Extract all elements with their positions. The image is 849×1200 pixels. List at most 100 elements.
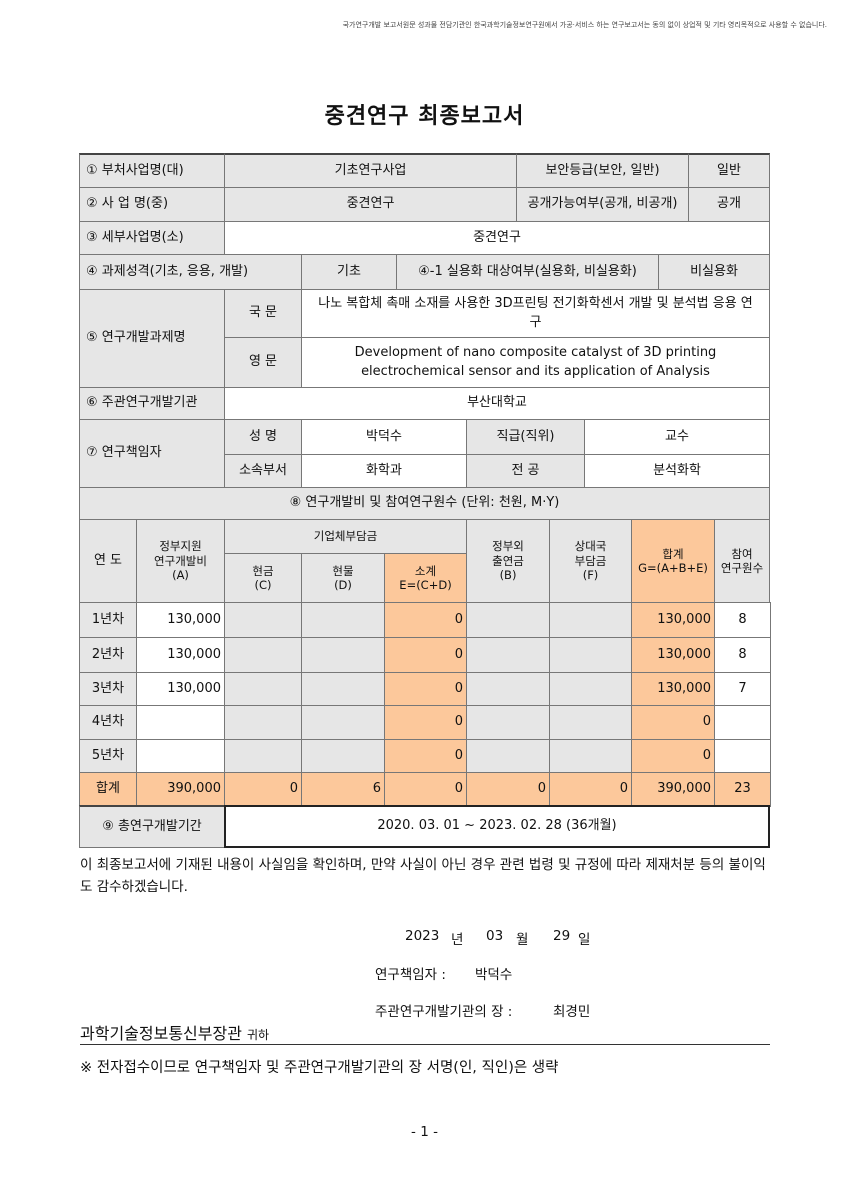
cell-C [224, 705, 302, 740]
cell-D [301, 739, 385, 773]
cell-D [301, 637, 385, 673]
cell-F [549, 637, 632, 673]
cell-A: 130,000 [136, 672, 225, 706]
cell-C: 0 [224, 772, 302, 807]
label-program: ② 사 업 명(중) [79, 187, 225, 222]
cell-F [549, 705, 632, 740]
cell-C [224, 637, 302, 673]
cell-A: 390,000 [136, 772, 225, 807]
confirmation-statement: 이 최종보고서에 기재된 내용이 사실임을 확인하며, 만약 사실이 아닌 경우… [80, 857, 766, 895]
date-month-unit: 월 [516, 932, 529, 948]
page-title: 중견연구 최종보고서 [324, 104, 525, 129]
cell-F: 0 [549, 772, 632, 807]
row-year-label: 4년차 [79, 705, 137, 740]
label-project-title: ⑤ 연구개발과제명 [79, 289, 225, 388]
header-corp: 기업체부담금 [224, 519, 467, 554]
label-department: 소속부서 [224, 454, 302, 488]
cell-G: 390,000 [631, 772, 715, 807]
copyright-notice: 국가연구개발 보고서원문 성과물 전담기관인 한국과학기술정보연구원에서 가공·… [342, 21, 827, 29]
label-english-title: 영 문 [224, 337, 302, 388]
label-korean-title: 국 문 [224, 289, 302, 338]
label-position: 직급(직위) [466, 419, 585, 455]
date-year: 2023 [405, 928, 440, 944]
date-month: 03 [486, 928, 504, 944]
cell-A [136, 739, 225, 773]
cell-B [466, 637, 550, 673]
value-commercialization: 비실용화 [658, 254, 770, 290]
recipient: 과학기술정보통신부장관 귀하 [80, 1020, 269, 1044]
row-year-label: 2년차 [79, 637, 137, 673]
cell-F [549, 602, 632, 638]
cell-B [466, 602, 550, 638]
label-dept-program: ① 부처사업명(대) [79, 153, 225, 188]
row-year-label: 합계 [79, 772, 137, 807]
header-subtotal: 소계 E=(C+D) [384, 553, 467, 603]
cell-B: 0 [466, 772, 550, 807]
budget-heading: ⑧ 연구개발비 및 참여연구원수 (단위: 천원, M·Y) [79, 487, 770, 520]
cell-F [549, 672, 632, 706]
cell-P [714, 739, 771, 773]
row-year-label: 1년차 [79, 602, 137, 638]
cell-P: 8 [714, 637, 771, 673]
cell-G: 130,000 [631, 672, 715, 706]
cell-D: 6 [301, 772, 385, 807]
row-year-label: 5년차 [79, 739, 137, 773]
label-disclosure: 공개가능여부(공개, 비공개) [516, 187, 689, 222]
header-cash: 현금 (C) [224, 553, 302, 603]
cell-G: 130,000 [631, 637, 715, 673]
label-task-type: ④ 과제성격(기초, 응용, 개발) [79, 254, 302, 290]
value-period: 2020. 03. 01 ~ 2023. 02. 28 (36개월) [224, 805, 770, 848]
label-security: 보안등급(보안, 일반) [516, 153, 689, 188]
cell-F [549, 739, 632, 773]
cell-E: 0 [384, 602, 467, 638]
label-institution: ⑥ 주관연구개발기관 [79, 387, 225, 420]
cell-B [466, 672, 550, 706]
value-name: 박덕수 [301, 419, 467, 455]
recipient-suffix: 귀하 [247, 1028, 270, 1042]
date-year-unit: 년 [451, 932, 464, 948]
cell-E: 0 [384, 672, 467, 706]
label-commercialization: ④-1 실용화 대상여부(실용화, 비실용화) [396, 254, 659, 290]
value-disclosure: 공개 [688, 187, 770, 222]
value-position: 교수 [584, 419, 770, 455]
page-number: - 1 - [411, 1124, 438, 1140]
header-total: 합계 G=(A+B+E) [631, 519, 715, 603]
label-period: ⑨ 총연구개발기간 [79, 805, 225, 848]
cell-E: 0 [384, 739, 467, 773]
header-year: 연 도 [79, 519, 137, 603]
cell-G: 130,000 [631, 602, 715, 638]
date-day: 29 [553, 928, 571, 944]
row-year-label: 3년차 [79, 672, 137, 706]
cell-P [714, 705, 771, 740]
cell-C [224, 672, 302, 706]
cell-E: 0 [384, 772, 467, 807]
cell-G: 0 [631, 705, 715, 740]
cell-B [466, 705, 550, 740]
cell-P: 7 [714, 672, 771, 706]
recipient-name: 과학기술정보통신부장관 [80, 1024, 242, 1043]
value-security: 일반 [688, 153, 770, 188]
value-english-title: Development of nano composite catalyst o… [301, 337, 770, 388]
pi-sign-name: 박덕수 [475, 967, 513, 983]
value-subprogram: 중견연구 [224, 221, 770, 255]
header-partner: 상대국 부담금 (F) [549, 519, 632, 603]
cell-G: 0 [631, 739, 715, 773]
value-program: 중견연구 [224, 187, 517, 222]
header-people: 참여 연구원수 [714, 519, 770, 603]
cell-A: 130,000 [136, 637, 225, 673]
value-major: 분석화학 [584, 454, 770, 488]
header-inkind: 현물 (D) [301, 553, 385, 603]
cell-E: 0 [384, 637, 467, 673]
cell-D [301, 705, 385, 740]
cell-A: 130,000 [136, 602, 225, 638]
value-korean-title: 나노 복합체 촉매 소재를 사용한 3D프린팅 전기화학센서 개발 및 분석법 … [301, 289, 770, 338]
header-gov: 정부지원 연구개발비 (A) [136, 519, 225, 603]
value-department: 화학과 [301, 454, 467, 488]
value-task-type: 기초 [301, 254, 397, 290]
cell-P: 23 [714, 772, 771, 807]
cell-B [466, 739, 550, 773]
cell-D [301, 602, 385, 638]
label-major: 전 공 [466, 454, 585, 488]
pi-sign-label: 연구책임자 : [375, 967, 446, 983]
